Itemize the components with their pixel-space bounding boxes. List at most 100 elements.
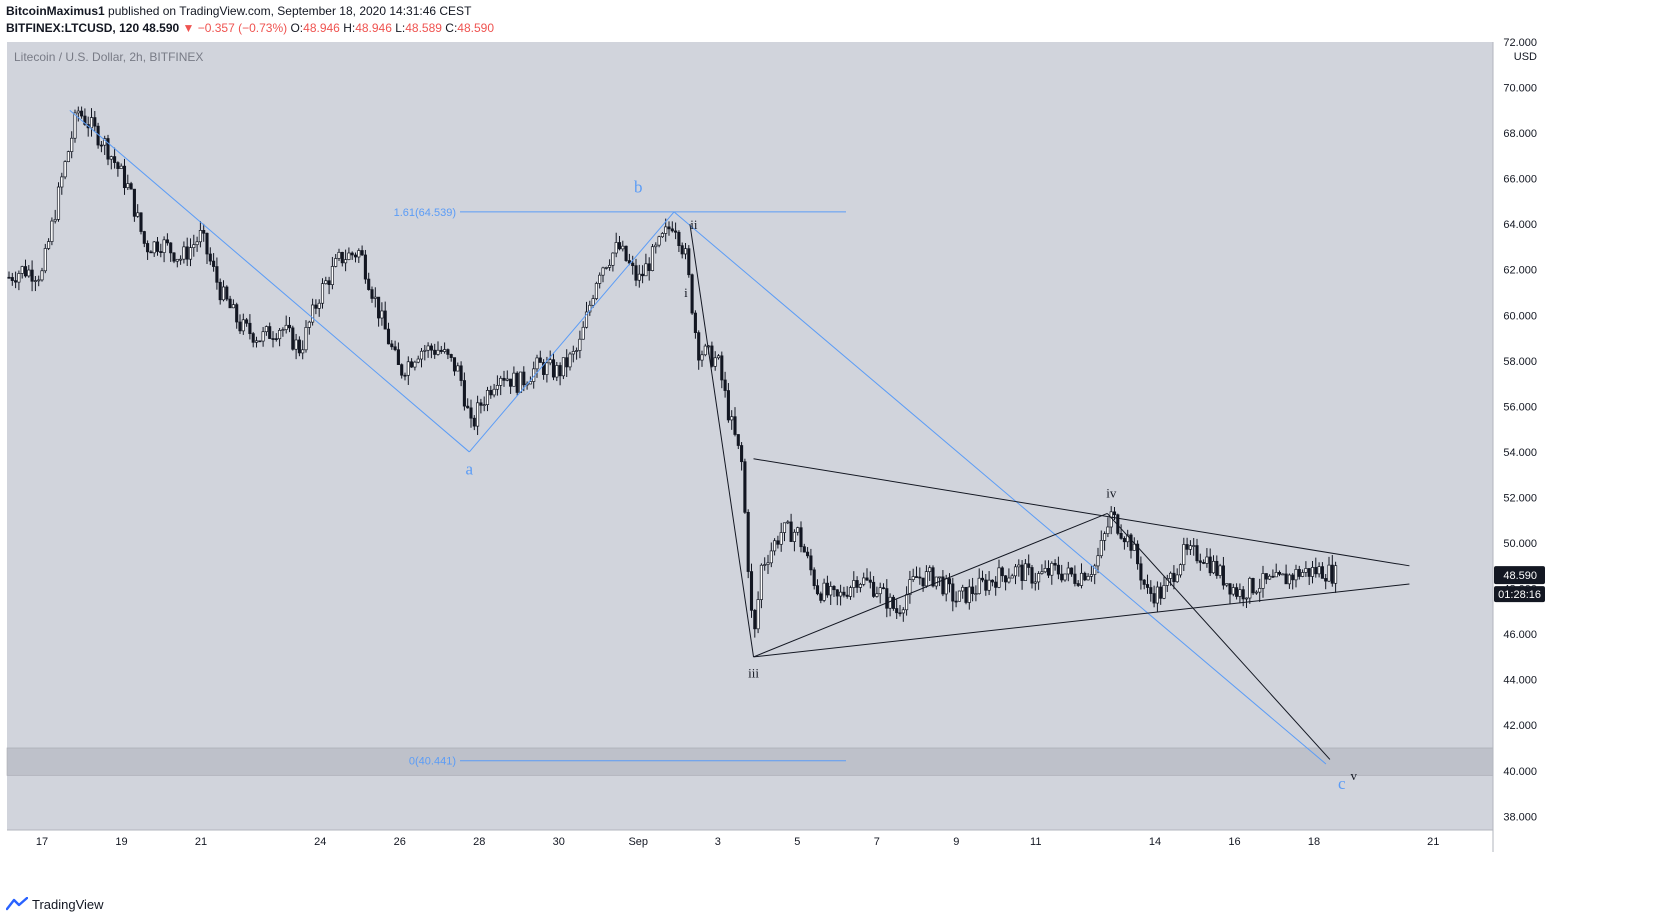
candle <box>1129 533 1133 559</box>
footer-brand[interactable]: TradingView <box>6 893 104 915</box>
candle <box>809 548 813 576</box>
candle <box>1274 563 1278 578</box>
candle <box>766 554 770 575</box>
candle <box>670 221 674 233</box>
candle <box>1027 554 1031 576</box>
candle <box>182 241 186 264</box>
candle <box>1010 573 1014 579</box>
candle <box>782 522 787 542</box>
candle <box>70 131 74 159</box>
candle <box>608 259 612 271</box>
candle <box>443 342 447 354</box>
candle <box>591 294 595 308</box>
candle <box>33 276 37 292</box>
support-zone[interactable] <box>6 747 1494 776</box>
wave-label[interactable]: c <box>1338 774 1346 793</box>
candle <box>872 576 876 598</box>
candle <box>1294 564 1298 588</box>
wave-label[interactable]: a <box>466 460 474 479</box>
candle <box>492 383 496 398</box>
triangle-upper-line[interactable] <box>753 458 1410 567</box>
candle <box>1040 564 1044 575</box>
wave-label[interactable]: b <box>634 177 643 196</box>
candle <box>598 272 602 289</box>
time-axis[interactable] <box>7 830 1493 852</box>
high-value: 48.946 <box>355 21 392 35</box>
candle <box>106 134 110 166</box>
wave-label[interactable]: iii <box>748 665 759 680</box>
candle <box>1314 557 1318 578</box>
candle <box>327 276 331 295</box>
candle <box>20 265 24 279</box>
candle <box>436 341 440 356</box>
x-tick-label: Sep <box>628 836 648 848</box>
wave-a-line[interactable] <box>69 109 470 453</box>
candle <box>1060 564 1064 583</box>
candle <box>271 331 275 348</box>
candle <box>1307 568 1311 586</box>
x-tick-label: 3 <box>715 836 721 848</box>
candle <box>330 256 334 290</box>
author-name[interactable]: BitcoinMaximus1 <box>6 4 105 18</box>
candle <box>1271 569 1275 578</box>
candle <box>291 325 295 351</box>
candle <box>868 571 872 589</box>
candle <box>581 321 585 340</box>
candle <box>786 520 790 525</box>
low-value: 48.589 <box>405 21 442 35</box>
candle <box>119 163 123 169</box>
candle <box>1093 563 1097 585</box>
candle <box>789 513 793 542</box>
candle <box>1175 568 1179 583</box>
plot-area[interactable] <box>7 42 1493 830</box>
candle <box>324 276 328 285</box>
wave-label[interactable]: ii <box>690 217 698 232</box>
wave-label[interactable]: i <box>684 285 688 300</box>
candle <box>1334 561 1338 593</box>
candle <box>433 343 437 359</box>
candle <box>624 245 628 262</box>
wave-label[interactable]: iv <box>1106 485 1117 500</box>
candle <box>245 317 249 327</box>
candle <box>822 578 826 603</box>
candle <box>429 343 433 359</box>
candle <box>126 174 130 191</box>
y-tick-label: 58.000 <box>1503 356 1537 368</box>
candle <box>185 237 189 266</box>
price-axis[interactable] <box>1493 42 1550 830</box>
y-tick-label: 68.000 <box>1503 128 1537 140</box>
wave-v-line[interactable] <box>1106 513 1331 760</box>
last-price-tag[interactable] <box>1494 566 1545 585</box>
candle <box>1221 556 1225 590</box>
x-tick-label: 21 <box>1427 836 1439 848</box>
candle <box>476 395 480 436</box>
candle <box>941 570 945 597</box>
candle <box>1159 582 1163 605</box>
candle <box>1258 578 1262 602</box>
candle <box>865 568 869 581</box>
candle <box>710 341 714 368</box>
candle <box>1192 537 1196 556</box>
candle <box>53 209 57 224</box>
candle <box>674 222 678 240</box>
wave-iv-line[interactable] <box>753 512 1108 658</box>
candle <box>1198 553 1202 571</box>
y-tick-label: 56.000 <box>1503 401 1537 413</box>
candle <box>287 317 292 333</box>
wave-c-line[interactable] <box>673 211 1327 765</box>
candle <box>1073 565 1077 587</box>
symbol-label: BITFINEX:LTCUSD, 120 <box>6 21 140 35</box>
candle <box>377 296 381 327</box>
candle <box>304 320 308 353</box>
candle <box>1043 560 1047 574</box>
candle <box>947 573 952 593</box>
wave-iii-line[interactable] <box>689 224 755 657</box>
wave-label[interactable]: v <box>1351 768 1358 783</box>
candle <box>512 366 516 387</box>
wave-b-line[interactable] <box>468 211 675 453</box>
candle <box>1320 562 1324 579</box>
candle <box>522 366 526 392</box>
tradingview-logo-icon <box>6 897 28 911</box>
triangle-lower-line[interactable] <box>753 583 1410 658</box>
